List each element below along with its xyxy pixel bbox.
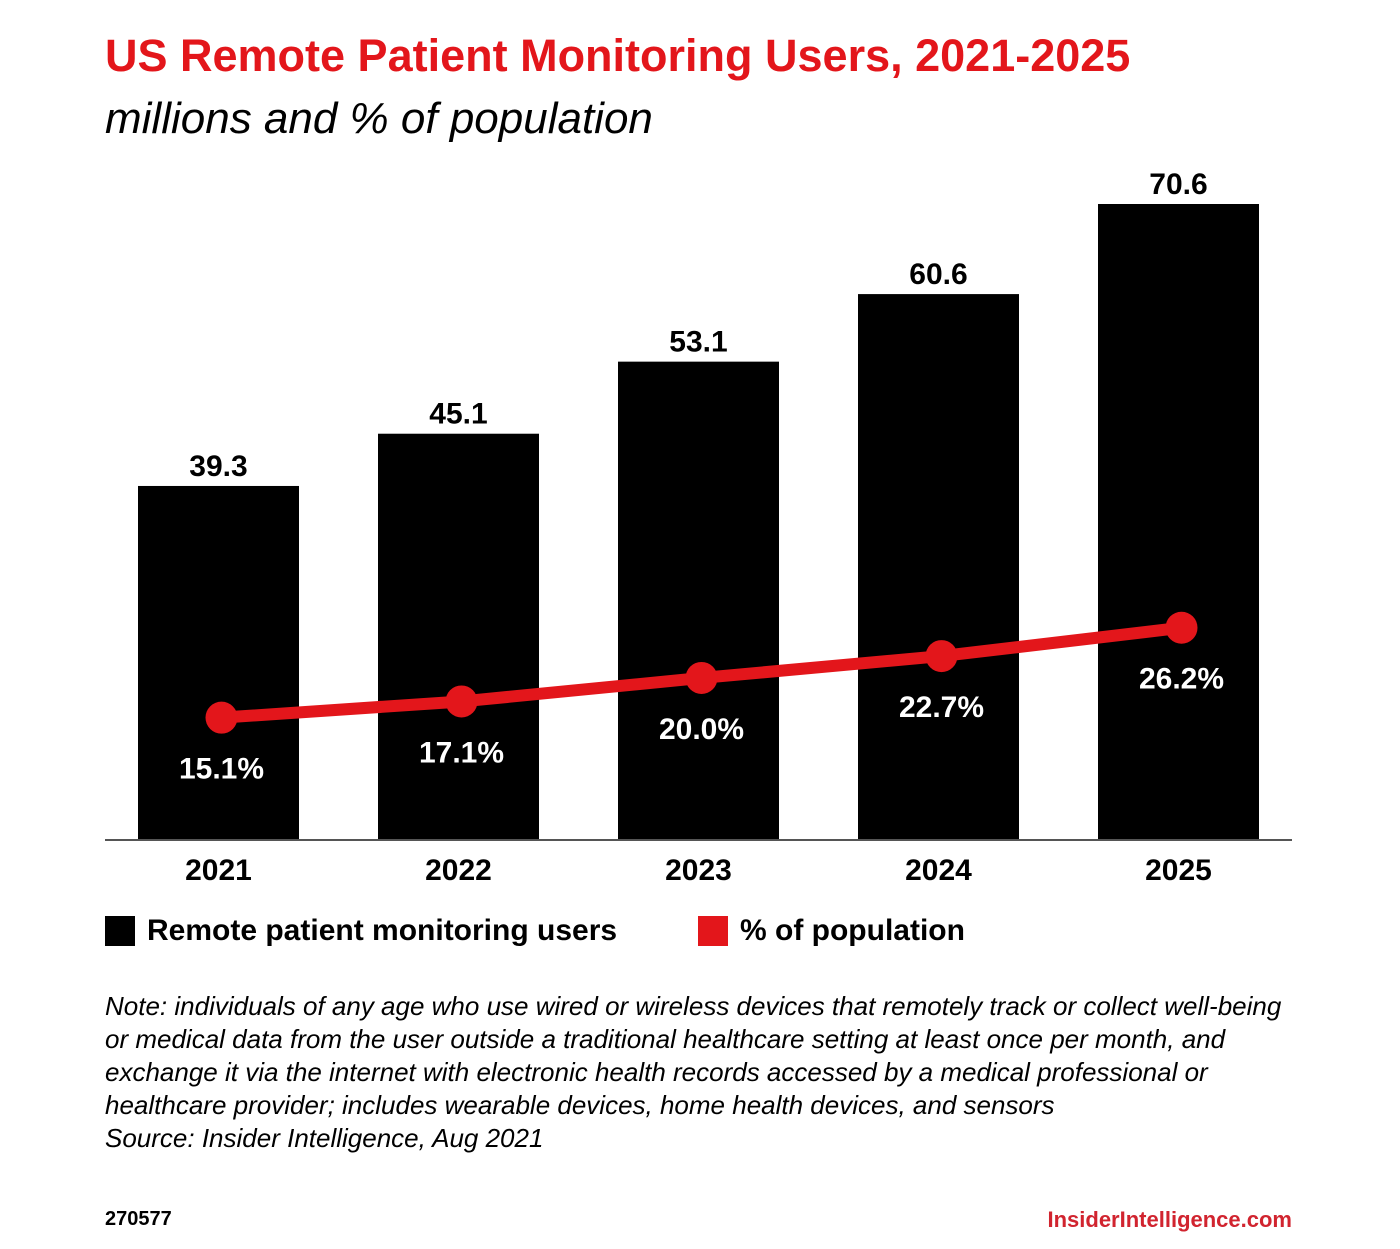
legend-swatch-red — [698, 916, 728, 946]
note-text: Note: individuals of any age who use wir… — [105, 991, 1282, 1120]
bar-2023 — [618, 361, 779, 840]
x-tick-label: 2025 — [1145, 854, 1212, 887]
population-value-label: 22.7% — [899, 691, 984, 724]
population-point — [925, 640, 958, 673]
bar-value-label: 53.1 — [669, 326, 727, 359]
brand-link[interactable]: InsiderIntelligence.com — [1047, 1207, 1292, 1232]
x-tick-label: 2023 — [665, 854, 732, 887]
legend-item-users: Remote patient monitoring users — [105, 914, 617, 948]
x-tick-label: 2021 — [185, 854, 252, 887]
population-value-label: 26.2% — [1139, 663, 1224, 696]
legend-swatch-black — [105, 916, 135, 946]
legend-item-population: % of population — [698, 914, 965, 948]
bar-2025 — [1098, 204, 1259, 840]
bar-2024 — [858, 294, 1019, 841]
x-tick-label: 2022 — [425, 854, 492, 887]
bar-value-label: 60.6 — [909, 258, 967, 291]
population-value-label: 20.0% — [659, 713, 744, 746]
legend-label: Remote patient monitoring users — [147, 914, 618, 947]
chart-notes: Note: individuals of any age who use wir… — [105, 990, 1305, 1155]
source-text: Source: Insider Intelligence, Aug 2021 — [105, 1123, 544, 1153]
population-point — [445, 685, 478, 718]
bar-2022 — [378, 433, 539, 840]
bar-value-label: 70.6 — [1149, 168, 1207, 201]
chart-title: US Remote Patient Monitoring Users, 2021… — [105, 30, 1131, 81]
x-tick-label: 2024 — [905, 854, 972, 887]
bar-value-label: 39.3 — [189, 450, 247, 483]
population-value-label: 15.1% — [179, 753, 264, 786]
population-point — [205, 701, 238, 734]
chart-area: 39.3 2021 45.1 2022 53.1 2023 60.6 2024 70.6 2025… — [105, 168, 1292, 887]
population-point — [1165, 611, 1198, 644]
chart-subtitle: millions and % of population — [105, 94, 653, 143]
population-value-label: 17.1% — [419, 736, 504, 769]
population-point — [685, 661, 718, 694]
chart-id: 270577 — [105, 1208, 172, 1230]
bar-2021 — [138, 485, 299, 840]
bar-value-label: 45.1 — [429, 398, 487, 431]
legend-label: % of population — [740, 914, 965, 947]
